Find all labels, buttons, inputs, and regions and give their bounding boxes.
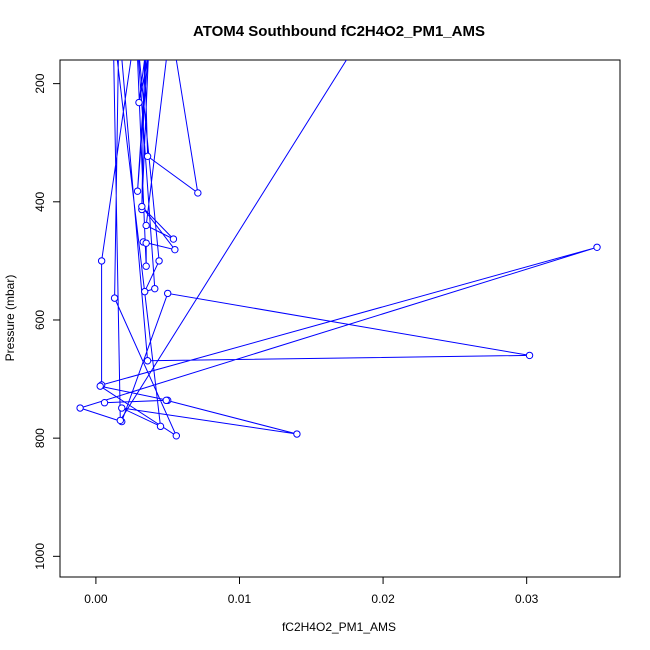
data-point bbox=[116, 416, 125, 425]
data-point bbox=[169, 235, 178, 243]
data-point bbox=[156, 422, 165, 431]
data-point bbox=[76, 404, 84, 412]
data-point bbox=[142, 221, 150, 230]
x-axis-label: fC2H4O2_PM1_AMS bbox=[282, 620, 396, 634]
y-tick-label: 1000 bbox=[33, 543, 47, 570]
x-tick-label: 0.02 bbox=[371, 592, 395, 606]
data-point bbox=[162, 396, 170, 405]
data-point bbox=[525, 351, 534, 360]
data-point bbox=[142, 262, 150, 270]
y-tick-label: 800 bbox=[33, 428, 47, 448]
data-point bbox=[96, 382, 104, 390]
data-point bbox=[133, 187, 142, 195]
data-point bbox=[142, 239, 150, 247]
data-point bbox=[97, 257, 106, 265]
chart-title: ATOM4 Southbound fC2H4O2_PM1_AMS bbox=[193, 23, 485, 40]
x-tick-label: 0.00 bbox=[84, 592, 108, 606]
data-point bbox=[143, 152, 152, 161]
y-tick-label: 200 bbox=[33, 73, 47, 93]
data-point bbox=[138, 202, 146, 211]
data-point bbox=[155, 257, 163, 265]
x-tick-label: 0.01 bbox=[228, 592, 252, 606]
y-tick-label: 600 bbox=[33, 310, 47, 330]
y-axis: 200 400 600 800 1000 bbox=[33, 73, 61, 570]
data-point bbox=[593, 243, 601, 252]
y-axis-label: Pressure (mbar) bbox=[3, 275, 17, 362]
series-line bbox=[78, 60, 598, 438]
data-point bbox=[151, 284, 159, 293]
x-axis: 0.00 0.01 0.02 0.03 bbox=[84, 576, 539, 606]
data-point bbox=[135, 98, 143, 107]
series-layer bbox=[76, 60, 601, 440]
data-point bbox=[163, 289, 172, 298]
data-point bbox=[293, 430, 301, 438]
data-point bbox=[118, 404, 126, 412]
data-point bbox=[194, 189, 202, 197]
y-tick-label: 400 bbox=[33, 191, 47, 211]
data-point bbox=[171, 245, 179, 254]
data-point bbox=[143, 357, 152, 365]
data-point bbox=[172, 432, 181, 440]
data-point bbox=[141, 287, 149, 296]
data-point bbox=[100, 398, 109, 407]
data-point bbox=[110, 294, 119, 302]
x-tick-label: 0.03 bbox=[515, 592, 539, 606]
